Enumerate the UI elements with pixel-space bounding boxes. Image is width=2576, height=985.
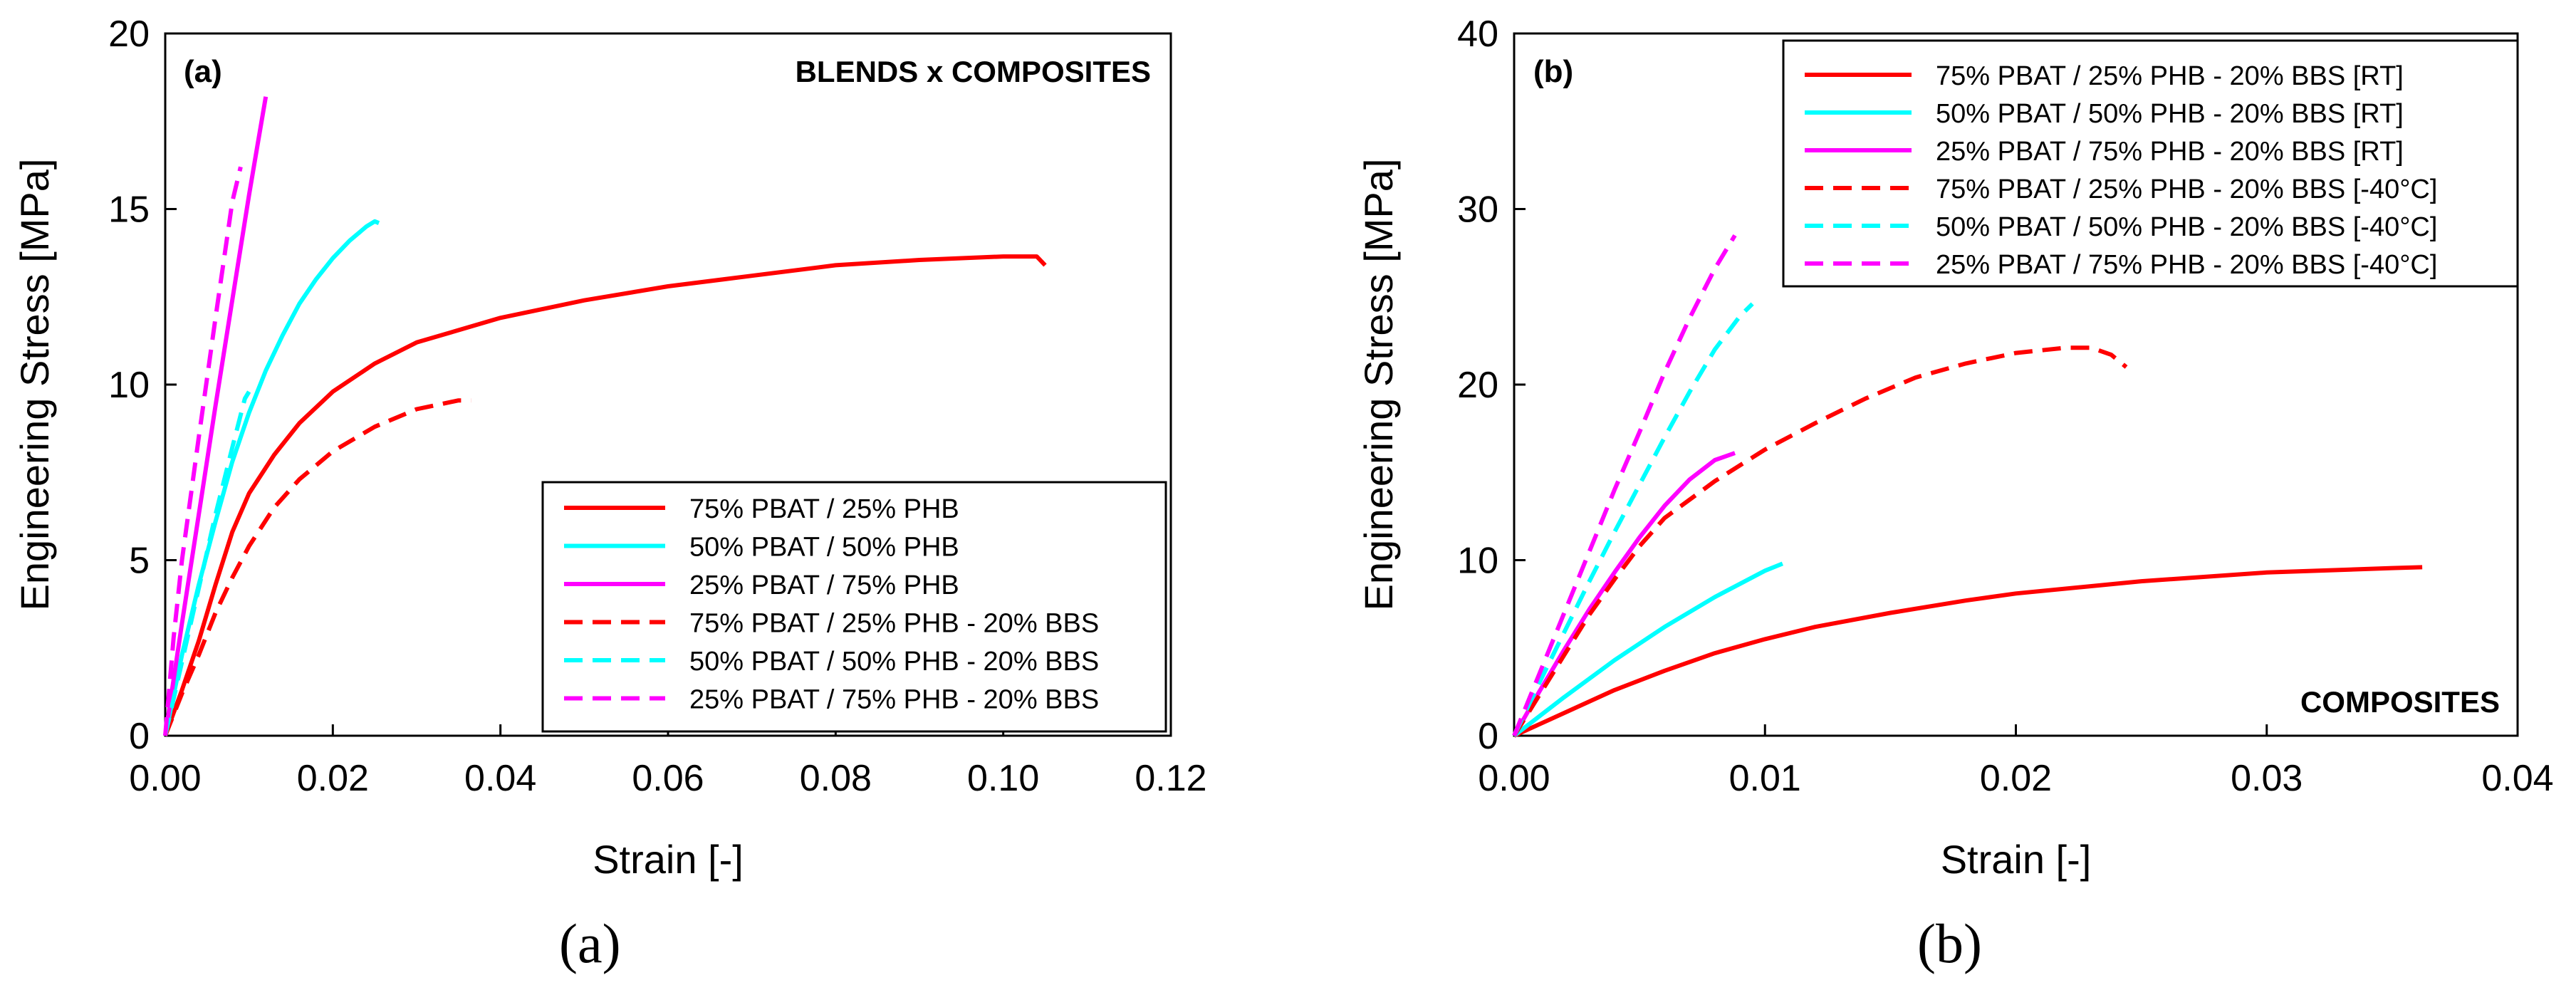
y-tick-label: 0 xyxy=(129,716,150,757)
legend-label: 75% PBAT / 25% PHB - 20% BBS [RT] xyxy=(1936,61,2404,91)
series-line-4 xyxy=(163,398,471,737)
legend-box xyxy=(1782,39,2519,288)
legend-label: 25% PBAT / 75% PHB - 20% BBS [RT] xyxy=(1936,137,2404,167)
y-tick-label: 20 xyxy=(108,14,150,55)
y-tick-label: 5 xyxy=(129,541,150,582)
panel-label: (b) xyxy=(1533,54,1573,89)
x-tick-label: 0.02 xyxy=(1980,758,2052,799)
series-line-3 xyxy=(163,96,268,736)
legend-label: 25% PBAT / 75% PHB - 20% BBS [-40°C] xyxy=(1936,250,2437,280)
y-tick-label: 20 xyxy=(1457,365,1498,406)
legend-label: 50% PBAT / 50% PHB - 20% BBS [-40°C] xyxy=(1936,212,2437,242)
x-tick-label: 0.08 xyxy=(800,758,872,799)
x-tick-label: 0.12 xyxy=(1135,758,1206,799)
panel-label: (a) xyxy=(184,54,222,89)
y-tick-label: 0 xyxy=(1478,716,1498,757)
legend: 75% PBAT / 25% PHB 50% PBAT / 50% PHB 25% … xyxy=(541,481,1167,733)
panel-annotation: BLENDS x COMPOSITES xyxy=(796,55,1151,88)
legend-label: 75% PBAT / 25% PHB - 20% BBS [-40°C] xyxy=(1936,174,2437,204)
chart-panel-a: 0.00 0.02 0.04 0.06 0.08 0.10 0.12 0 5 10 15 20 Stra… xyxy=(12,14,1207,882)
x-tick-label: 0.00 xyxy=(129,758,201,799)
legend-label: 25% PBAT / 75% PHB xyxy=(689,570,959,600)
y-tick-label: 40 xyxy=(1457,14,1498,55)
series-line-2 xyxy=(1513,561,1784,738)
legend-label: 50% PBAT / 50% PHB - 20% BBS xyxy=(689,647,1099,677)
y-axis-label: Engineering Stress [MPa] xyxy=(1356,159,1401,611)
series-line-1 xyxy=(1513,565,2423,738)
y-tick-label: 10 xyxy=(1457,541,1498,582)
legend-label: 50% PBAT / 50% PHB xyxy=(689,533,959,563)
y-axis-label: Engineering Stress [MPa] xyxy=(12,159,57,611)
series-line-4 xyxy=(1512,345,2128,737)
x-tick-label: 0.06 xyxy=(632,758,704,799)
x-axis-label: Strain [-] xyxy=(1941,837,2092,882)
series-line-6 xyxy=(1512,234,1737,737)
caption-a: (a) xyxy=(559,912,621,974)
legend-label: 75% PBAT / 25% PHB xyxy=(689,494,959,524)
series-line-1 xyxy=(163,254,1047,737)
legend-label: 50% PBAT / 50% PHB - 20% BBS [RT] xyxy=(1936,99,2404,129)
panel-annotation: COMPOSITES xyxy=(2300,685,2500,719)
x-tick-label: 0.04 xyxy=(464,758,536,799)
x-tick-label: 0.00 xyxy=(1478,758,1550,799)
legend: 75% PBAT / 25% PHB - 20% BBS [RT] 50% PBA… xyxy=(1782,39,2519,288)
series-line-5 xyxy=(1512,302,1754,737)
series-line-3 xyxy=(1512,451,1736,737)
series-line-6 xyxy=(163,166,243,736)
x-tick-label: 0.01 xyxy=(1729,758,1801,799)
y-tick-label: 30 xyxy=(1457,189,1498,231)
series-line-2 xyxy=(163,219,380,736)
legend-label: 75% PBAT / 25% PHB - 20% BBS xyxy=(689,609,1099,639)
caption-b: (b) xyxy=(1917,912,1982,974)
chart-panel-b: 0.00 0.01 0.02 0.03 0.04 0 10 20 30 40 Strain [-] E… xyxy=(1356,14,2554,882)
x-tick-label: 0.04 xyxy=(2481,758,2553,799)
x-axis-label: Strain [-] xyxy=(593,837,744,882)
legend-box xyxy=(541,481,1167,733)
y-tick-label: 15 xyxy=(108,189,150,231)
x-tick-label: 0.03 xyxy=(2231,758,2303,799)
legend-label: 25% PBAT / 75% PHB - 20% BBS xyxy=(689,685,1099,715)
x-tick-label: 0.10 xyxy=(967,758,1039,799)
x-tick-label: 0.02 xyxy=(297,758,369,799)
series-line-5 xyxy=(163,390,251,736)
y-tick-label: 10 xyxy=(108,365,150,406)
